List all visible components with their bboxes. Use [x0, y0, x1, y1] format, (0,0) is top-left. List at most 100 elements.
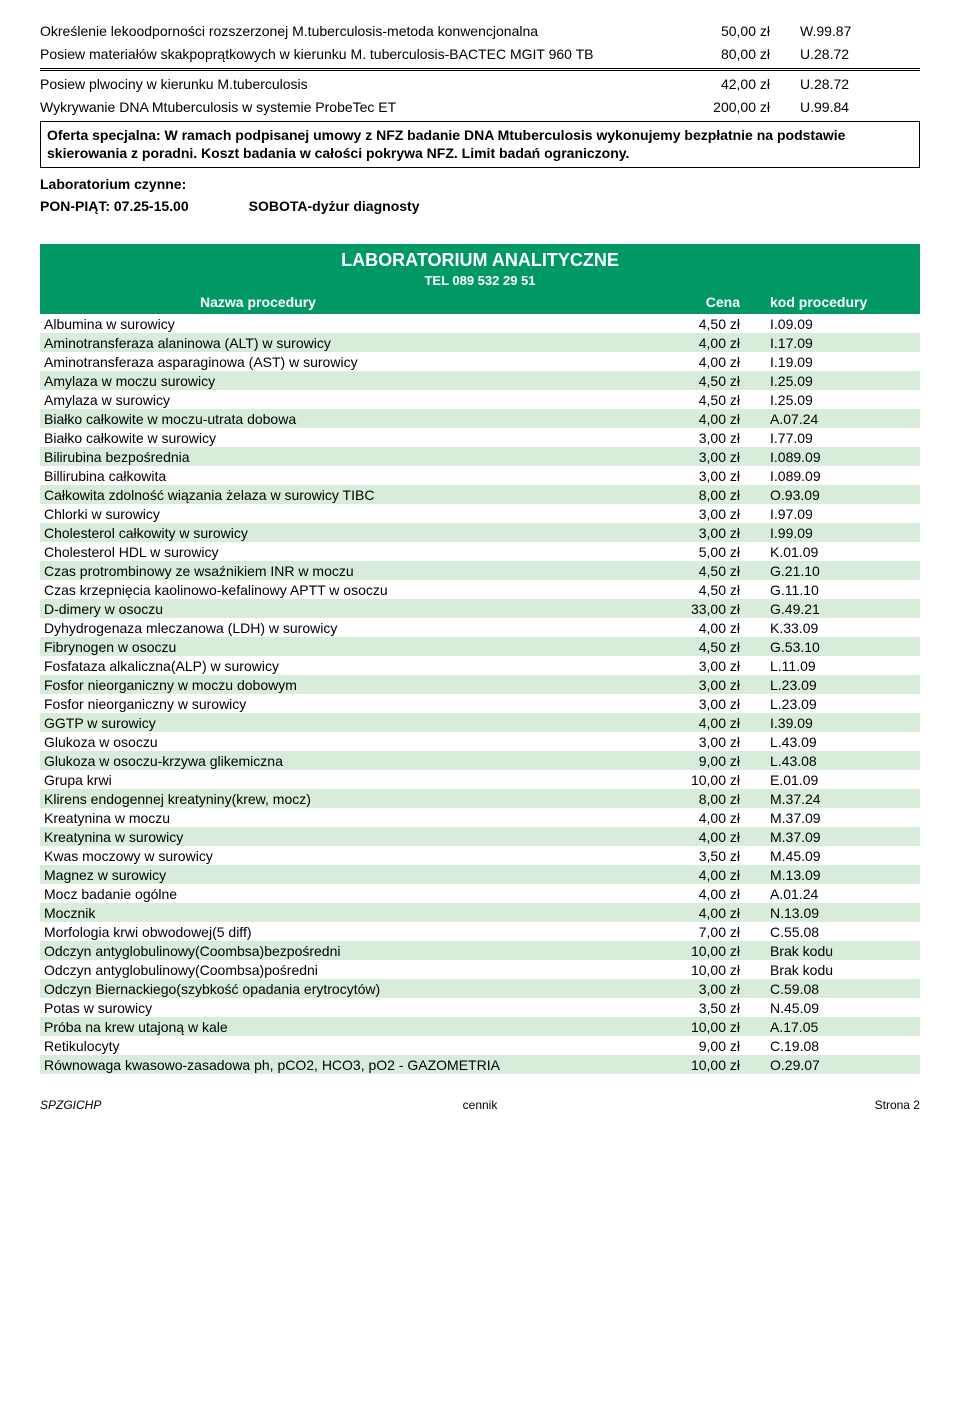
cell-code: O.93.09	[770, 487, 920, 503]
cell-price: 3,00 zł	[630, 981, 770, 997]
cell-price: 8,00 zł	[630, 791, 770, 807]
cell-name: Próba na krew utajoną w kale	[40, 1019, 630, 1035]
cell-code: O.29.07	[770, 1057, 920, 1073]
col-code: kod procedury	[770, 294, 920, 310]
cell-code: G.49.21	[770, 601, 920, 617]
table-row: Kreatynina w surowicy4,00 złM.37.09	[40, 827, 920, 846]
cell-price: 4,50 zł	[630, 639, 770, 655]
cell-name: Kreatynina w moczu	[40, 810, 630, 826]
cell-name: Grupa krwi	[40, 772, 630, 788]
lab-hours: PON-PIĄT: 07.25-15.00SOBOTA-dyżur diagno…	[40, 198, 920, 214]
table-row: Fibrynogen w osoczu4,50 złG.53.10	[40, 637, 920, 656]
cell-price: 4,00 zł	[630, 354, 770, 370]
table-row: Czas protrombinowy ze wsaźnikiem INR w m…	[40, 561, 920, 580]
cell-name: Kreatynina w surowicy	[40, 829, 630, 845]
cell-code: L.23.09	[770, 677, 920, 693]
table-row: Glukoza w osoczu3,00 złL.43.09	[40, 732, 920, 751]
cell-price: 3,00 zł	[630, 430, 770, 446]
table-row: Dyhydrogenaza mleczanowa (LDH) w surowic…	[40, 618, 920, 637]
lab-open-label: Laboratorium czynne:	[40, 176, 920, 192]
cell-price: 3,50 zł	[630, 848, 770, 864]
cell-name: Chlorki w surowicy	[40, 506, 630, 522]
table-row: Kreatynina w moczu4,00 złM.37.09	[40, 808, 920, 827]
table-row: Retikulocyty9,00 złC.19.08	[40, 1036, 920, 1055]
cell-price: 4,00 zł	[630, 905, 770, 921]
table-row: Klirens endogennej kreatyniny(krew, mocz…	[40, 789, 920, 808]
footer: SPZGICHP cennik Strona 2	[40, 1098, 920, 1112]
cell-code: K.33.09	[770, 620, 920, 636]
cell-code: M.37.24	[770, 791, 920, 807]
offer-box: Oferta specjalna: W ramach podpisanej um…	[40, 121, 920, 169]
cell-name: D-dimery w osoczu	[40, 601, 630, 617]
lab-hours-weekday: PON-PIĄT: 07.25-15.00	[40, 198, 189, 214]
cell-name: Albumina w surowicy	[40, 316, 630, 332]
table-row: Chlorki w surowicy3,00 złI.97.09	[40, 504, 920, 523]
cell-name: Magnez w surowicy	[40, 867, 630, 883]
col-name: Nazwa procedury	[40, 294, 630, 310]
cell-price: 4,50 zł	[630, 373, 770, 389]
cell-price: 4,00 zł	[630, 411, 770, 427]
table-row: D-dimery w osoczu33,00 złG.49.21	[40, 599, 920, 618]
proc-code: W.99.87	[800, 22, 920, 41]
cell-name: Odczyn antyglobulinowy(Coombsa)bezpośred…	[40, 943, 630, 959]
cell-code: N.13.09	[770, 905, 920, 921]
cell-name: Potas w surowicy	[40, 1000, 630, 1016]
cell-code: C.59.08	[770, 981, 920, 997]
proc-price: 50,00 zł	[680, 22, 800, 41]
cell-code: I.17.09	[770, 335, 920, 351]
cell-name: Kwas moczowy w surowicy	[40, 848, 630, 864]
cell-code: A.07.24	[770, 411, 920, 427]
cell-name: Fosfataza alkaliczna(ALP) w surowicy	[40, 658, 630, 674]
table-row: Odczyn antyglobulinowy(Coombsa)bezpośred…	[40, 941, 920, 960]
cell-price: 3,00 zł	[630, 696, 770, 712]
cell-price: 33,00 zł	[630, 601, 770, 617]
cell-code: C.19.08	[770, 1038, 920, 1054]
cell-name: Aminotransferaza asparaginowa (AST) w su…	[40, 354, 630, 370]
cell-price: 4,50 zł	[630, 392, 770, 408]
cell-code: M.37.09	[770, 829, 920, 845]
cell-code: I.39.09	[770, 715, 920, 731]
table-row: Białko całkowite w surowicy3,00 złI.77.0…	[40, 428, 920, 447]
cell-code: I.25.09	[770, 392, 920, 408]
cell-price: 3,00 zł	[630, 468, 770, 484]
cell-name: Mocz badanie ogólne	[40, 886, 630, 902]
price-table: Albumina w surowicy4,50 złI.09.09Aminotr…	[40, 314, 920, 1074]
cell-name: Równowaga kwasowo-zasadowa ph, pCO2, HCO…	[40, 1057, 630, 1073]
cell-price: 9,00 zł	[630, 753, 770, 769]
table-row: Bilirubina bezpośrednia3,00 złI.089.09	[40, 447, 920, 466]
cell-name: Białko całkowite w moczu-utrata dobowa	[40, 411, 630, 427]
cell-name: Glukoza w osoczu	[40, 734, 630, 750]
cell-price: 10,00 zł	[630, 943, 770, 959]
table-row: Aminotransferaza alaninowa (ALT) w surow…	[40, 333, 920, 352]
cell-name: Cholesterol HDL w surowicy	[40, 544, 630, 560]
cell-code: I.77.09	[770, 430, 920, 446]
cell-code: M.37.09	[770, 810, 920, 826]
cell-code: Brak kodu	[770, 943, 920, 959]
cell-code: E.01.09	[770, 772, 920, 788]
cell-price: 8,00 zł	[630, 487, 770, 503]
cell-price: 10,00 zł	[630, 772, 770, 788]
cell-name: GGTP w surowicy	[40, 715, 630, 731]
cell-price: 4,50 zł	[630, 316, 770, 332]
cell-name: Odczyn antyglobulinowy(Coombsa)pośredni	[40, 962, 630, 978]
cell-code: Brak kodu	[770, 962, 920, 978]
cell-name: Fosfor nieorganiczny w moczu dobowym	[40, 677, 630, 693]
table-row: Glukoza w osoczu-krzywa glikemiczna9,00 …	[40, 751, 920, 770]
table-row: Próba na krew utajoną w kale10,00 złA.17…	[40, 1017, 920, 1036]
cell-price: 4,00 zł	[630, 810, 770, 826]
cell-price: 7,00 zł	[630, 924, 770, 940]
proc-price: 80,00 zł	[680, 45, 800, 64]
cell-code: I.19.09	[770, 354, 920, 370]
proc-code: U.99.84	[800, 98, 920, 117]
cell-name: Amylaza w surowicy	[40, 392, 630, 408]
top-section: Określenie lekoodporności rozszerzonej M…	[40, 20, 920, 66]
top-row: Posiew plwociny w kierunku M.tuberculosi…	[40, 73, 920, 96]
cell-code: L.11.09	[770, 658, 920, 674]
table-row: Równowaga kwasowo-zasadowa ph, pCO2, HCO…	[40, 1055, 920, 1074]
cell-code: C.55.08	[770, 924, 920, 940]
divider	[40, 68, 920, 71]
cell-code: M.45.09	[770, 848, 920, 864]
proc-name: Posiew plwociny w kierunku M.tuberculosi…	[40, 75, 680, 94]
cell-name: Fosfor nieorganiczny w surowicy	[40, 696, 630, 712]
proc-code: U.28.72	[800, 75, 920, 94]
